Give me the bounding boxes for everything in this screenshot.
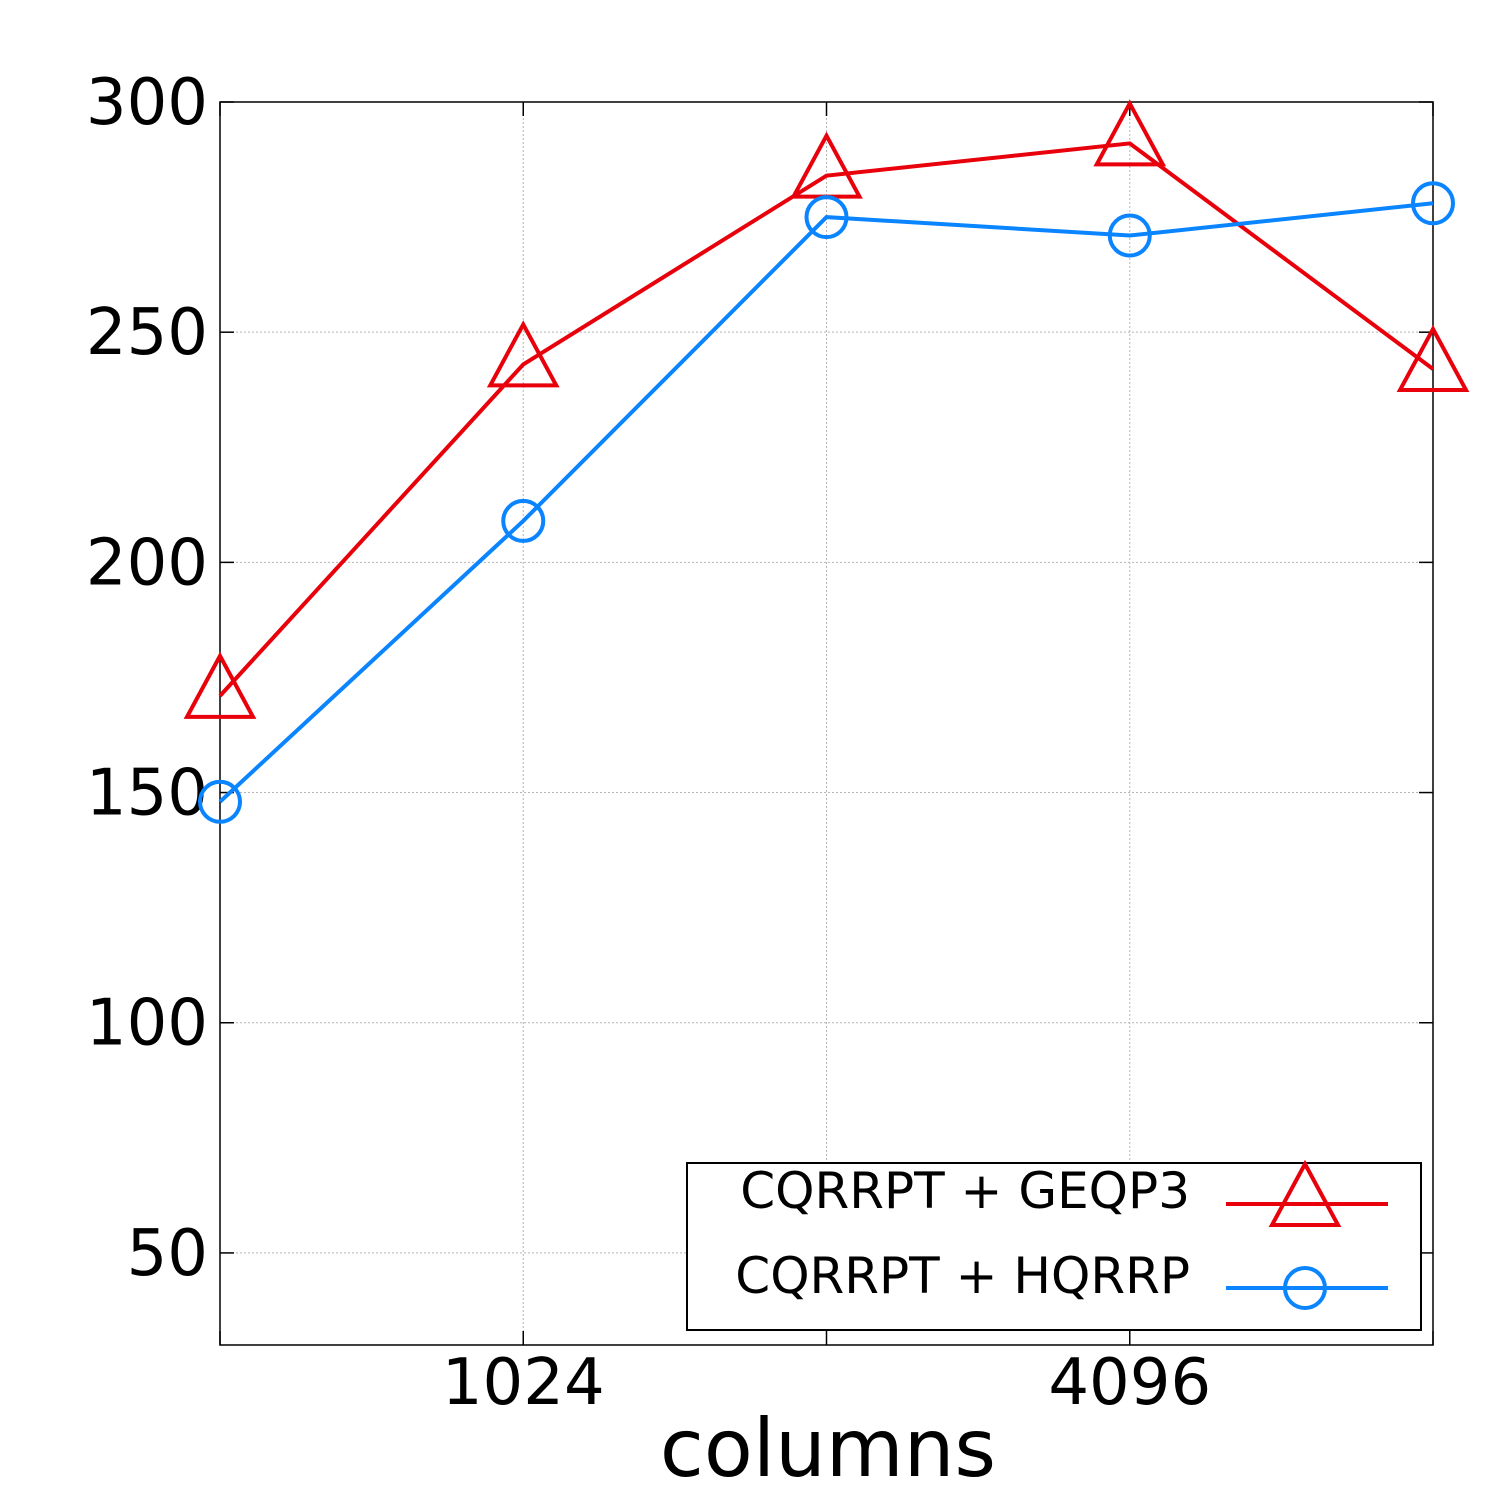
series-layer	[183, 99, 1470, 824]
data-point-triangle	[1093, 99, 1167, 167]
y-tick-label: 100	[86, 987, 208, 1061]
legend-label-geqp3: CQRRPT + GEQP3	[740, 1162, 1190, 1220]
y-tick-label: 200	[86, 526, 208, 600]
x-tick-label: 1024	[442, 1346, 605, 1420]
legend-symbols	[1226, 1159, 1388, 1310]
legend: CQRRPT + GEQP3 CQRRPT + HQRRP	[686, 1159, 1422, 1331]
grid-lines	[220, 102, 1433, 1345]
x-tick-label: 4096	[1048, 1346, 1211, 1420]
series-line	[218, 201, 1434, 804]
legend-box	[686, 1162, 1422, 1331]
y-tick-label: 150	[86, 757, 208, 831]
x-axis-title: columns	[660, 1402, 996, 1495]
y-tick-label: 50	[127, 1217, 208, 1291]
data-point-circle	[1411, 181, 1455, 226]
legend-marker-circle	[1283, 1266, 1327, 1310]
series-line	[218, 141, 1435, 698]
data-point-circle	[501, 498, 546, 543]
data-point-circle	[804, 195, 849, 240]
y-tick-label: 300	[86, 66, 208, 140]
data-point-triangle	[486, 320, 560, 388]
data-point-triangle	[1396, 324, 1470, 393]
legend-label-hqrrp: CQRRPT + HQRRP	[735, 1247, 1190, 1305]
y-axis: 50 100 150 200 250 300	[86, 66, 1433, 1291]
data-point-triangle	[183, 651, 257, 719]
data-point-circle	[198, 779, 242, 824]
legend-marker-triangle	[1268, 1159, 1342, 1227]
x-axis: 1024 4096	[219, 102, 1434, 1420]
y-tick-label: 250	[86, 296, 208, 370]
series-geqp3	[183, 99, 1470, 719]
data-point-circle	[1107, 213, 1152, 258]
series-hqrrp	[198, 181, 1455, 824]
